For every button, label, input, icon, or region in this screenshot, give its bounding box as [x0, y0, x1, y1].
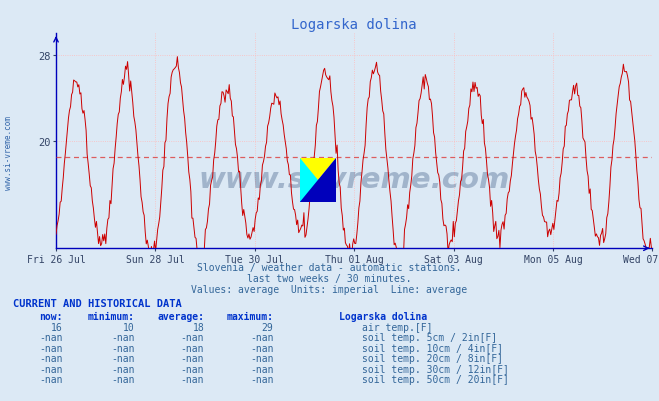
Text: -nan: -nan — [111, 353, 135, 363]
Text: -nan: -nan — [181, 374, 204, 384]
Text: -nan: -nan — [181, 332, 204, 342]
Text: 16: 16 — [51, 322, 63, 332]
Text: -nan: -nan — [250, 353, 273, 363]
Text: Slovenia / weather data - automatic stations.: Slovenia / weather data - automatic stat… — [197, 263, 462, 273]
Text: 29: 29 — [262, 322, 273, 332]
Text: -nan: -nan — [39, 353, 63, 363]
Text: -nan: -nan — [111, 343, 135, 353]
Text: last two weeks / 30 minutes.: last two weeks / 30 minutes. — [247, 273, 412, 284]
Text: -nan: -nan — [250, 374, 273, 384]
Polygon shape — [300, 158, 336, 203]
Text: soil temp. 10cm / 4in[F]: soil temp. 10cm / 4in[F] — [362, 343, 503, 353]
Text: -nan: -nan — [250, 364, 273, 374]
Text: soil temp. 50cm / 20in[F]: soil temp. 50cm / 20in[F] — [362, 374, 509, 384]
Text: 18: 18 — [192, 322, 204, 332]
Text: -nan: -nan — [111, 332, 135, 342]
Text: -nan: -nan — [39, 343, 63, 353]
Text: Logarska dolina: Logarska dolina — [339, 311, 428, 321]
Text: CURRENT AND HISTORICAL DATA: CURRENT AND HISTORICAL DATA — [13, 299, 182, 309]
Text: -nan: -nan — [181, 364, 204, 374]
Text: www.si-vreme.com: www.si-vreme.com — [4, 115, 13, 189]
Text: -nan: -nan — [39, 364, 63, 374]
Polygon shape — [300, 158, 336, 203]
Text: -nan: -nan — [250, 343, 273, 353]
Text: average:: average: — [158, 311, 204, 321]
Text: maximum:: maximum: — [227, 311, 273, 321]
Text: Values: average  Units: imperial  Line: average: Values: average Units: imperial Line: av… — [191, 284, 468, 294]
Text: soil temp. 30cm / 12in[F]: soil temp. 30cm / 12in[F] — [362, 364, 509, 374]
Text: www.si-vreme.com: www.si-vreme.com — [198, 166, 510, 194]
Title: Logarska dolina: Logarska dolina — [291, 18, 417, 32]
Text: -nan: -nan — [181, 343, 204, 353]
Polygon shape — [300, 158, 336, 203]
Text: -nan: -nan — [181, 353, 204, 363]
Text: -nan: -nan — [111, 364, 135, 374]
Text: soil temp. 20cm / 8in[F]: soil temp. 20cm / 8in[F] — [362, 353, 503, 363]
Text: 10: 10 — [123, 322, 135, 332]
Text: -nan: -nan — [250, 332, 273, 342]
Text: soil temp. 5cm / 2in[F]: soil temp. 5cm / 2in[F] — [362, 332, 498, 342]
Text: now:: now: — [39, 311, 63, 321]
Text: minimum:: minimum: — [88, 311, 135, 321]
Text: -nan: -nan — [39, 332, 63, 342]
Text: -nan: -nan — [39, 374, 63, 384]
Text: -nan: -nan — [111, 374, 135, 384]
Text: air temp.[F]: air temp.[F] — [362, 322, 433, 332]
